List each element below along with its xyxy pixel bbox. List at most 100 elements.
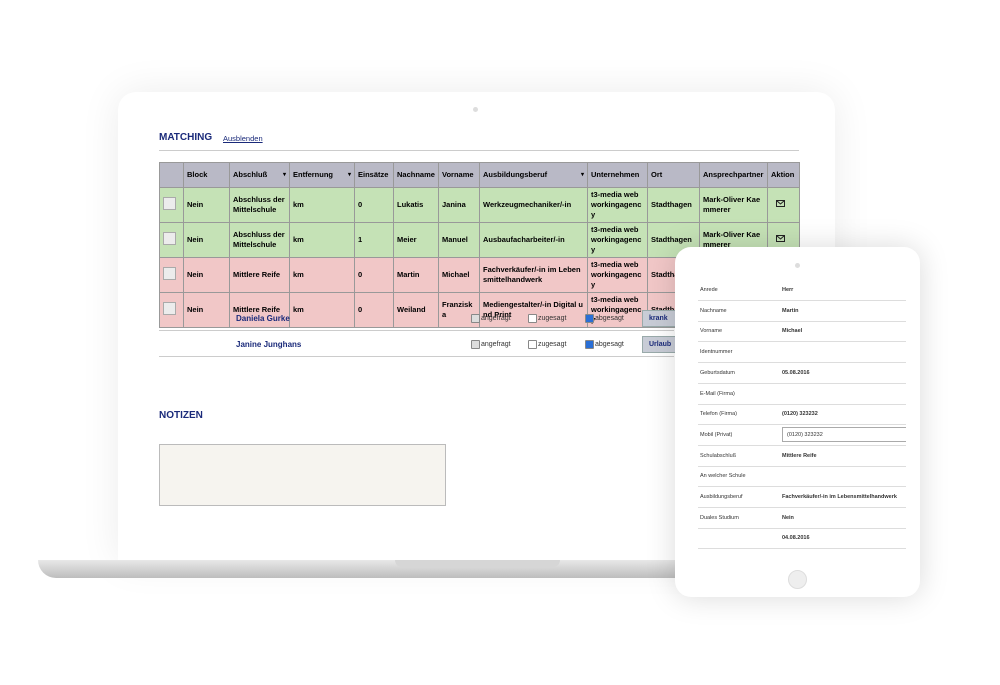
field-value: Fachverkäufer/-in im Lebensmittelhandwer…	[782, 494, 897, 500]
table-cell: Nein	[183, 292, 230, 328]
home-button[interactable]	[788, 570, 807, 589]
table-cell: Ausbaufacharbeiter/-in	[479, 222, 588, 258]
row-checkbox[interactable]	[163, 302, 176, 315]
cell-text: Stadthagen	[651, 270, 692, 279]
mail-icon[interactable]	[776, 200, 785, 210]
cell-text: Stadthagen	[651, 305, 692, 314]
field-input[interactable]: (0120) 323232	[782, 426, 906, 442]
select-cell	[159, 187, 184, 223]
cell-text: 0	[358, 305, 363, 314]
table-cell: Mediengestalter/-in Digital und Print	[479, 292, 588, 328]
checkbox[interactable]	[528, 340, 537, 349]
field-label: An welcher Schule	[700, 473, 746, 480]
cell-text: Ausbaufacharbeiter/-in	[483, 235, 565, 244]
field-value: 05.08.2016	[782, 369, 810, 376]
hide-link[interactable]: Ausblenden	[223, 134, 263, 143]
checkbox-checked[interactable]	[585, 314, 594, 323]
header-text: Ort	[651, 170, 663, 179]
cell-text: Lukatis	[397, 200, 424, 209]
checkbox-checked[interactable]	[471, 314, 480, 323]
column-header: Abschluß ▾	[229, 162, 290, 188]
table-cell: 0	[354, 257, 394, 293]
table-cell: Nein	[183, 257, 230, 293]
table-cell: km	[289, 187, 355, 223]
column-header: Block	[183, 162, 230, 188]
table-cell: Stadthagen	[647, 187, 700, 223]
header-text: Einsätze	[358, 170, 389, 179]
table-cell: Abschluss der Mittelschule	[229, 187, 290, 223]
column-header	[159, 162, 184, 188]
header-text: Entfernung	[293, 170, 333, 179]
sort-arrow: ▾	[282, 172, 286, 178]
cell-text: t3-media webworkingagency	[591, 260, 642, 289]
sort-arrow: ▾	[347, 172, 351, 178]
cell-text: Fachverkäufer/-in im Lebensmittelhandwer…	[483, 265, 581, 284]
field-value: Michael	[782, 328, 803, 335]
checkbox-checked[interactable]	[585, 340, 594, 349]
field-value: Nein	[782, 514, 794, 521]
notes-textarea[interactable]	[159, 444, 446, 506]
field-label: Nachname	[700, 307, 727, 314]
cell-text: Stadthagen	[651, 200, 692, 209]
cell-text: Franziska	[442, 300, 473, 319]
select-cell	[159, 257, 184, 293]
cell-text: Mark-Oliver Kaemmerer	[703, 230, 761, 249]
row-checkbox[interactable]	[163, 267, 176, 280]
field-label: Telefon (Firma)	[700, 411, 737, 418]
cell-text: Mark-Oliver Kaemmerer	[703, 195, 761, 214]
cell-text: 0	[358, 270, 363, 279]
option-label: angefragt	[481, 341, 511, 348]
table-cell: t3-media webworkingagency	[587, 257, 648, 293]
matching-table: Block Abschluß ▾ Entfernung ▾ Einsätze Nachnam…	[159, 162, 800, 328]
option-label: zugesagt	[538, 315, 567, 322]
table-cell: Nein	[183, 222, 230, 258]
row-checkbox[interactable]	[163, 197, 176, 210]
field-label: Vorname	[700, 328, 723, 335]
cell-text: Mediengestalter/-in Digital und Print	[483, 300, 584, 319]
checkbox[interactable]	[528, 314, 537, 323]
field-value: 04.08.2016	[782, 535, 810, 542]
cell-text: Mittlere Reife	[233, 305, 281, 314]
field-label: Duales Studium	[700, 514, 739, 521]
table-cell: Fachverkäufer/-in im Lebensmittelhandwer…	[479, 257, 588, 293]
form-row: Identnummer	[698, 342, 906, 364]
cell-text: 1	[358, 235, 363, 244]
column-header: Unternehmen	[587, 162, 648, 188]
cell-text: Michael	[442, 270, 470, 279]
section-title: MATCHING	[159, 132, 213, 143]
status-button[interactable]: krank	[642, 310, 678, 327]
checkbox-checked[interactable]	[471, 340, 480, 349]
form-row: Schulabschluß Mittlere Reife	[698, 446, 906, 467]
cell-text: km	[293, 270, 304, 279]
table-cell: 0	[354, 292, 394, 328]
table-cell: t3-media webworkingagency	[587, 187, 648, 223]
cell-text: Nein	[187, 270, 204, 279]
option-label: abgesagt	[595, 341, 624, 348]
select-cell	[159, 292, 184, 328]
row-checkbox[interactable]	[163, 232, 176, 245]
field-label: E-Mail (Firma)	[700, 390, 735, 397]
column-header: Ort	[647, 162, 700, 188]
form-row: 04.08.2016	[698, 528, 906, 550]
form-row: An welcher Schule	[698, 466, 906, 488]
divider	[159, 150, 799, 151]
status-button[interactable]: Urlaub	[642, 336, 678, 353]
cell-text: Nein	[187, 200, 204, 209]
form-row: Mobil (Privat) (0120) 323232	[698, 425, 906, 446]
column-header: Ausbildungsberuf ▾	[479, 162, 588, 188]
table-cell: km	[289, 292, 355, 328]
form-row: Vorname Michael	[698, 321, 906, 343]
table-cell: t3-media webworkingagency	[587, 222, 648, 258]
header-text: Block	[187, 170, 208, 179]
form-row: Anrede Herr	[698, 280, 906, 301]
mail-icon[interactable]	[776, 235, 785, 245]
cell-text: Nein	[187, 235, 204, 244]
header-text: Nachname	[397, 170, 435, 179]
table-cell: km	[289, 257, 355, 293]
laptop-notch	[395, 560, 560, 567]
field-label: Mobil (Privat)	[700, 431, 733, 438]
laptop-base	[38, 560, 758, 578]
form-row: E-Mail (Firma)	[698, 384, 906, 405]
table-cell: Manuel	[438, 222, 480, 258]
